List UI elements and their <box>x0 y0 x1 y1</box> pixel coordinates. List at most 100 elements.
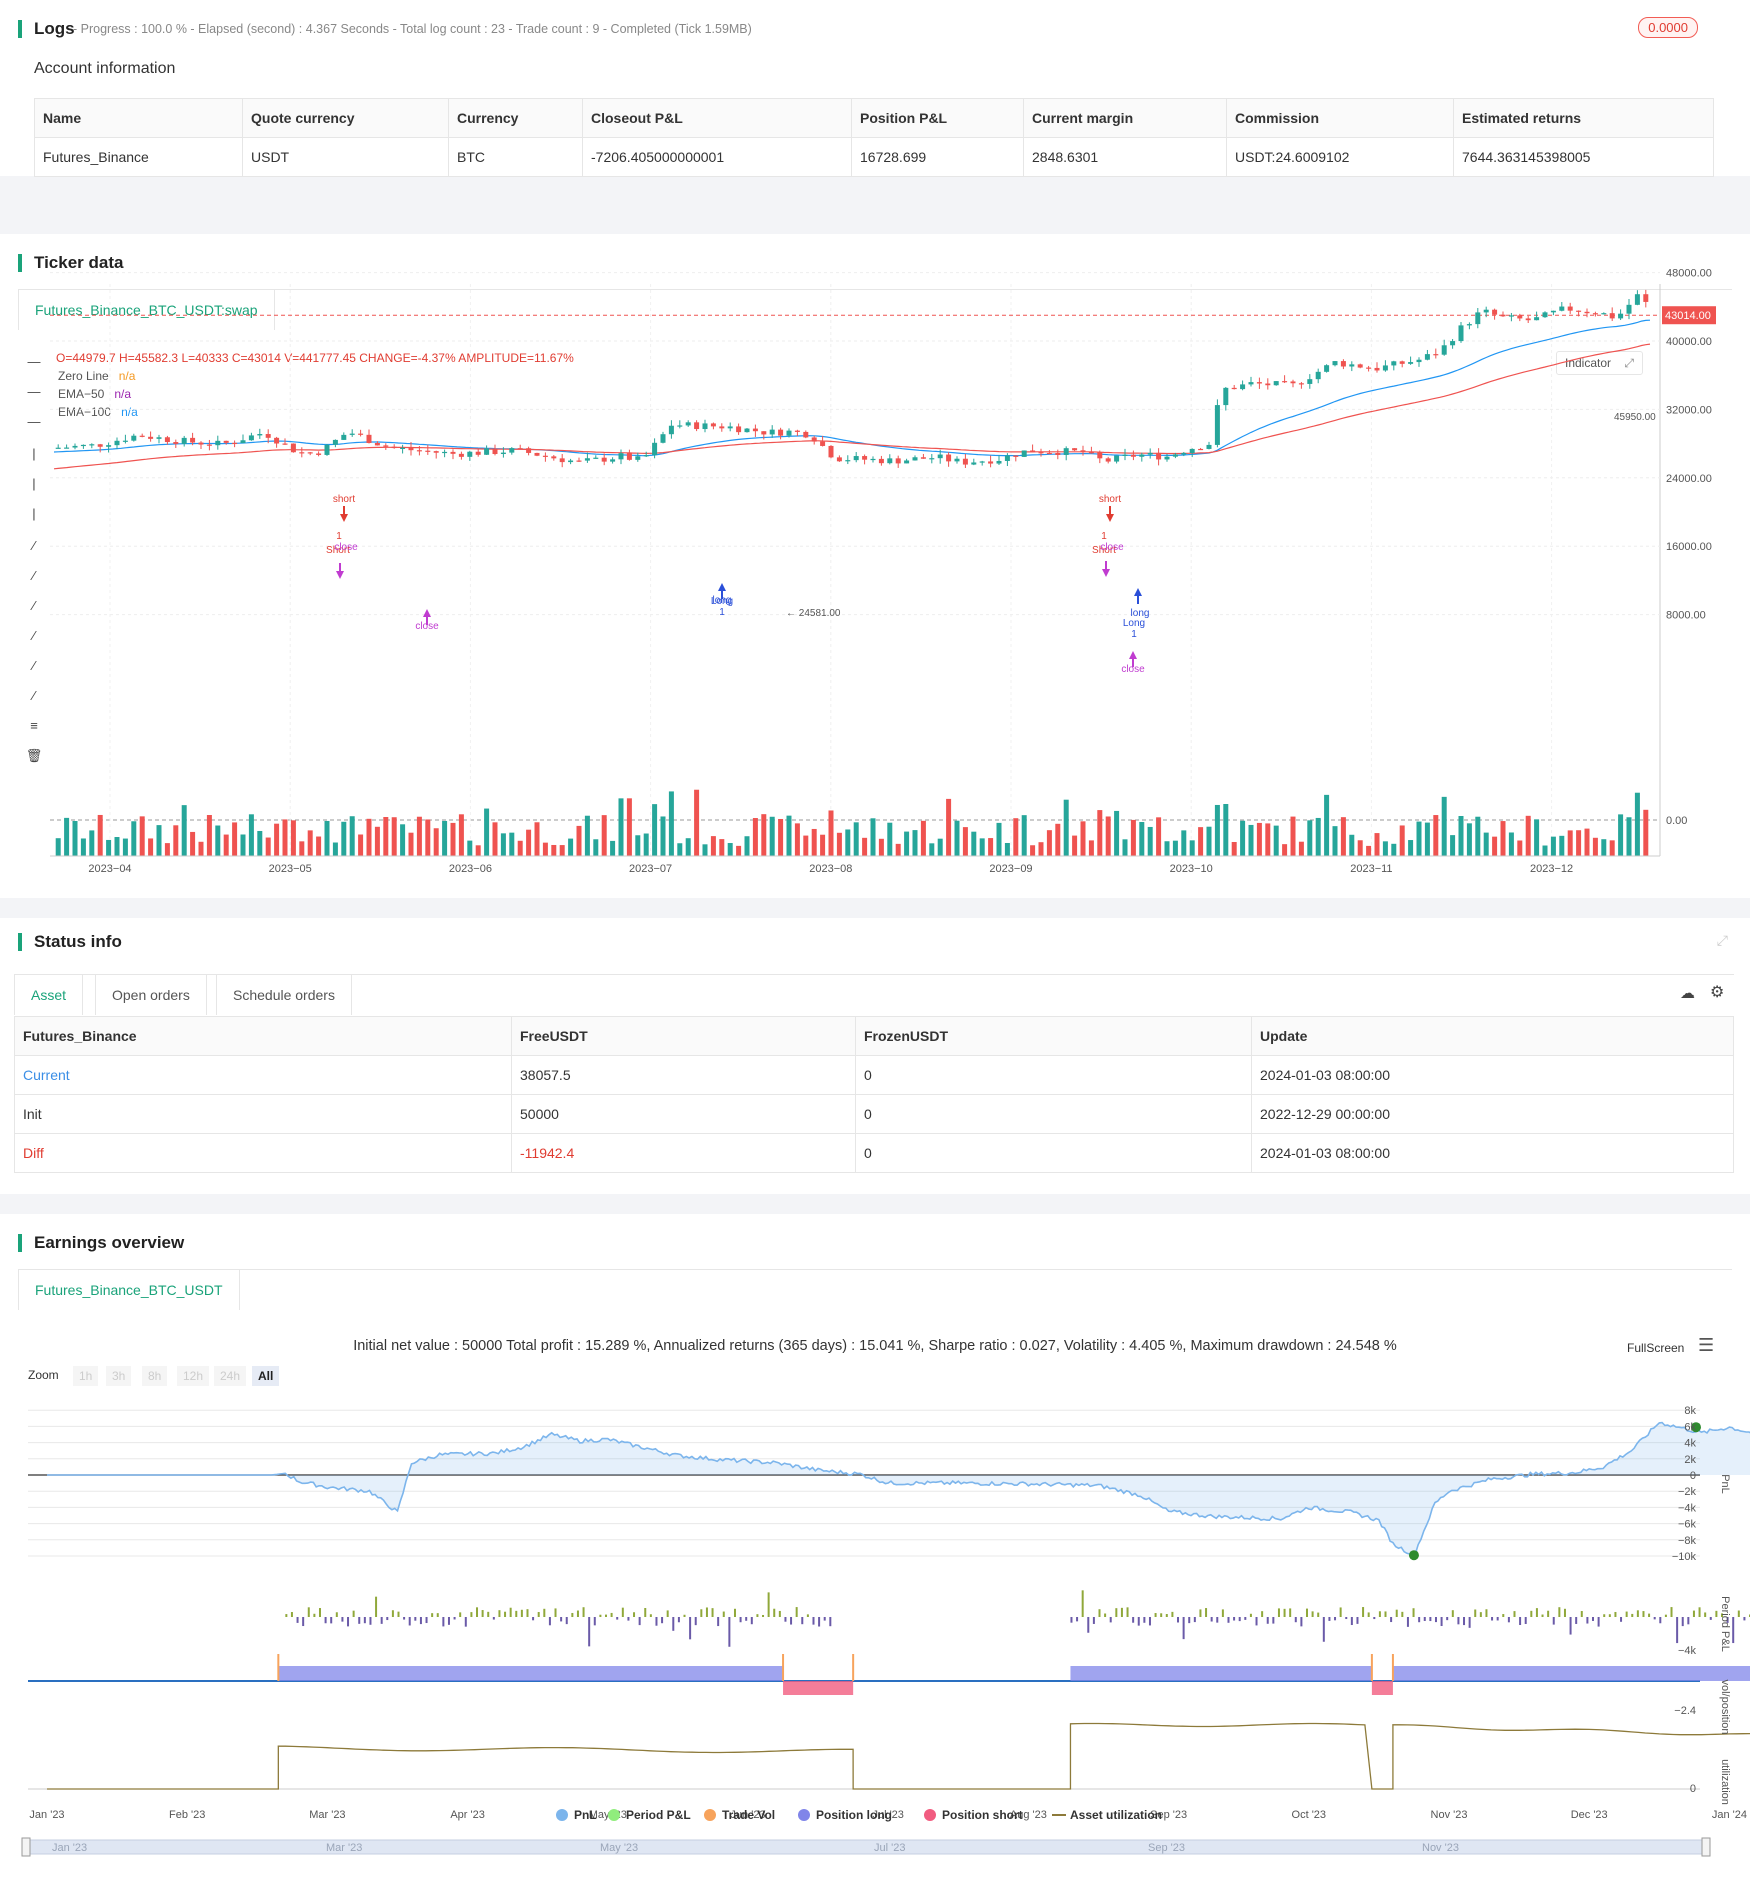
collapse-icon[interactable]: ⤢ <box>1716 932 1728 948</box>
long-arrow <box>1134 588 1142 596</box>
candle-body <box>190 437 196 443</box>
volume-bar <box>139 816 145 856</box>
candle-body <box>198 442 204 445</box>
period-pnl-bar <box>520 1609 523 1617</box>
period-pnl-bar <box>290 1612 293 1617</box>
volume-bar <box>114 837 120 856</box>
horizontal-line-icon[interactable]: — <box>27 354 41 369</box>
period-pnl-bar <box>1429 1617 1432 1622</box>
candle-body <box>1559 306 1565 311</box>
parallel-channel-icon[interactable]: ∕ <box>32 658 36 673</box>
volume-bar <box>1534 819 1540 856</box>
asset-table: Futures_Binance FreeUSDT FrozenUSDT Upda… <box>14 1016 1734 1173</box>
period-pnl-bar <box>1440 1617 1443 1627</box>
volume-bar <box>593 839 599 856</box>
indicator-button[interactable]: Indicator ⤢ <box>1556 351 1643 375</box>
gear-icon[interactable]: ⚙ <box>1710 984 1725 1001</box>
volume-bar <box>1567 830 1573 856</box>
horizontal-ray-icon[interactable]: — <box>27 384 41 399</box>
vertical-ray-icon[interactable]: | <box>32 476 36 491</box>
pnl-line <box>47 1421 1750 1555</box>
tab-schedule-orders[interactable]: Schedule orders <box>216 974 352 1015</box>
fullscreen-button[interactable]: FullScreen <box>1627 1341 1685 1355</box>
candle-body <box>139 435 145 437</box>
candle-body <box>1097 452 1103 459</box>
period-pnl-bar <box>1519 1617 1522 1626</box>
col-exchange: Futures_Binance <box>14 1016 512 1056</box>
logs-badge[interactable]: 0.0000 <box>1638 17 1698 38</box>
period-pnl-bar <box>806 1614 809 1617</box>
period-pnl-bar <box>347 1617 350 1627</box>
volume-bar <box>1433 815 1439 856</box>
candle-body <box>215 440 221 446</box>
vertical-line-icon[interactable]: | <box>32 446 36 461</box>
extended-line-icon[interactable]: — <box>27 414 41 429</box>
period-pnl-bar <box>818 1617 821 1627</box>
trend-ray-icon[interactable]: ∕ <box>32 568 36 583</box>
volume-bar <box>820 834 826 856</box>
volume-bar <box>610 840 616 856</box>
tab-ticker-symbol[interactable]: Futures_Binance_BTC_USDT:swap <box>18 289 275 330</box>
candle-body <box>769 429 775 435</box>
candle-body <box>1618 313 1624 319</box>
pnl-tick-label: −2k <box>1678 1486 1697 1498</box>
volume-bar <box>383 817 389 856</box>
period-pnl-bar <box>1317 1612 1320 1617</box>
candle-body <box>677 425 683 427</box>
candle-body <box>710 423 716 427</box>
zoom-1h[interactable]: 1h <box>73 1366 99 1386</box>
candle-body <box>1013 455 1019 457</box>
month-tick-label: Feb '23 <box>169 1809 205 1821</box>
volume-bar <box>1046 830 1052 856</box>
period-pnl-bar <box>1177 1617 1180 1623</box>
zoom-24h[interactable]: 24h <box>214 1366 247 1386</box>
tab-open-orders[interactable]: Open orders <box>95 974 207 1015</box>
tab-earnings-symbol[interactable]: Futures_Binance_BTC_USDT <box>18 1269 240 1310</box>
volume-bar <box>425 819 431 856</box>
volume-bar <box>1349 834 1355 856</box>
tab-asset[interactable]: Asset <box>14 974 84 1015</box>
zoom-all[interactable]: All <box>252 1366 280 1386</box>
period-pnl-bar <box>532 1617 535 1621</box>
period-pnl-bar <box>829 1617 832 1627</box>
current-price-label: 43014.00 <box>1665 310 1711 322</box>
cell: Futures_Binance <box>34 137 243 177</box>
period-pnl-bar <box>1328 1617 1331 1621</box>
volume-bar <box>1340 817 1346 856</box>
vertical-segment-icon[interactable]: | <box>32 506 36 521</box>
position-tick-label: −2.4 <box>1674 1705 1696 1717</box>
zoom-3h[interactable]: 3h <box>106 1366 132 1386</box>
zoom-12h[interactable]: 12h <box>177 1366 210 1386</box>
volume-bar <box>601 815 607 856</box>
expand-icon[interactable]: ⤢ <box>1624 356 1634 370</box>
cloud-download-icon[interactable]: ☁ <box>1680 985 1695 1002</box>
arrow-line-icon[interactable]: ∕ <box>32 598 36 613</box>
volume-bar <box>1324 794 1330 856</box>
candle-body <box>551 456 557 459</box>
period-pnl-bar <box>1412 1608 1415 1617</box>
month-tick-label: Dec '23 <box>1571 1809 1608 1821</box>
volume-bar <box>1441 796 1447 856</box>
trend-line-icon[interactable]: ∕ <box>32 538 36 553</box>
col-name: Name <box>34 98 243 138</box>
period-pnl-bar <box>1563 1608 1566 1617</box>
volume-bar <box>727 843 733 856</box>
candle-body <box>416 450 422 452</box>
volume-bar <box>89 830 95 856</box>
fibonacci-icon[interactable]: ≡ <box>30 718 38 733</box>
period-pnl-bar <box>762 1614 765 1617</box>
price-line-icon[interactable]: ∕ <box>32 628 36 643</box>
zoom-8h[interactable]: 8h <box>142 1366 168 1386</box>
menu-icon[interactable]: ☰ <box>1698 1335 1715 1355</box>
trash-icon[interactable]: 🗑 <box>25 748 43 763</box>
candle-body <box>1357 364 1363 368</box>
volume-bar <box>1424 822 1430 856</box>
pitchfork-icon[interactable]: ∕ <box>32 688 36 703</box>
legend-ema-50: EMA−50 n/a <box>58 387 131 401</box>
volume-bar <box>299 841 305 856</box>
volume-zero-label: 0.00 <box>1666 815 1687 827</box>
period-pnl-bar <box>537 1612 540 1617</box>
month-tick-label: Jun '23 <box>730 1809 765 1821</box>
candle-body <box>1441 345 1447 355</box>
candle-body <box>862 456 868 460</box>
